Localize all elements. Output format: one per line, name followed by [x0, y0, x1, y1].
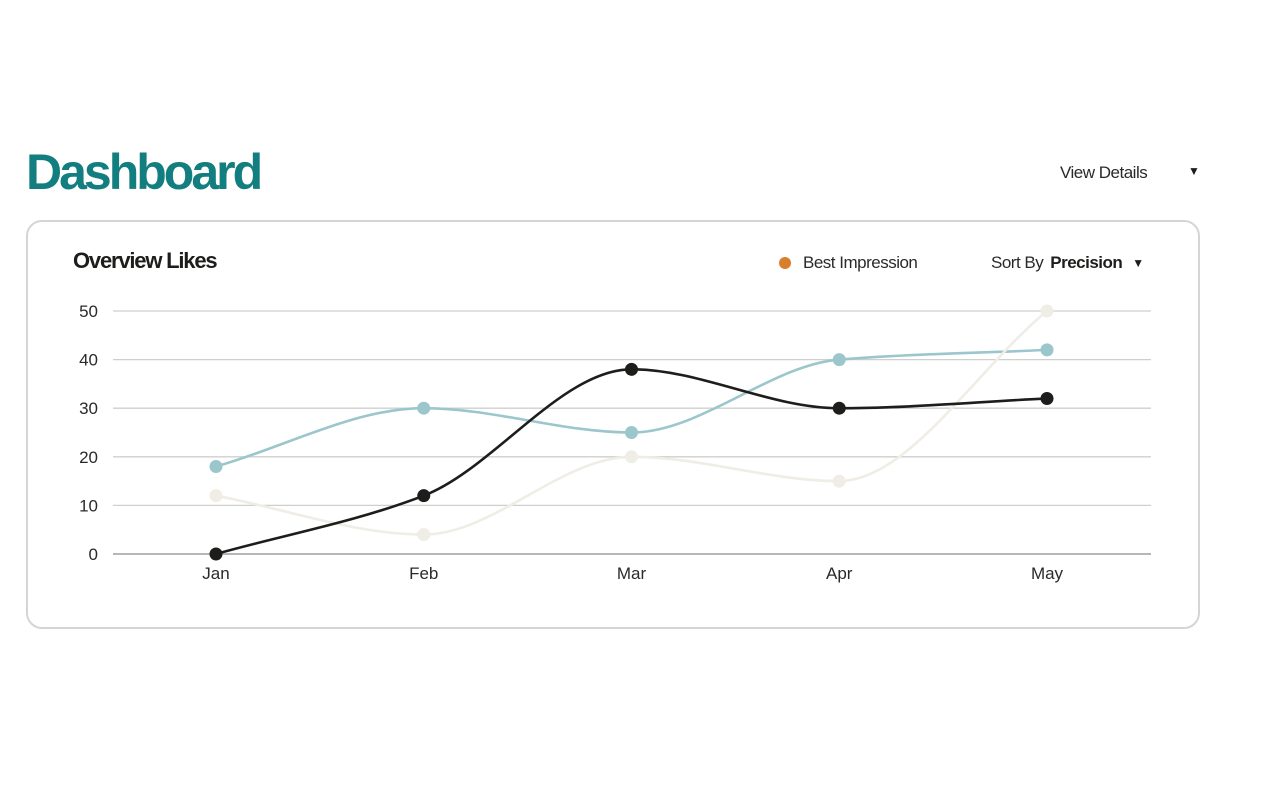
y-tick-label: 30 [79, 399, 98, 418]
series-1-point [625, 426, 638, 439]
card-title: Overview Likes [73, 248, 218, 273]
series-3-point [832, 401, 846, 415]
sort-by-dropdown[interactable]: Sort By Precision ▼ [991, 253, 1144, 273]
series-3-point [209, 547, 223, 561]
x-tick-label: Apr [826, 564, 853, 583]
chart-legend: Best Impression [779, 253, 918, 273]
y-tick-label: 0 [89, 545, 98, 564]
line-chart: 0 10 20 30 40 50 Jan Feb Mar Apr May [79, 302, 1151, 583]
caret-down-icon: ▼ [1188, 164, 1200, 178]
legend-dot-icon [779, 257, 791, 269]
x-tick-label: Jan [202, 564, 229, 583]
series-3-point [625, 362, 638, 376]
series-2-point [832, 474, 846, 488]
page-title: Dashboard [26, 144, 263, 200]
y-tick-label: 50 [79, 302, 98, 321]
sort-by-label: Sort By [991, 253, 1044, 272]
series-1-point [209, 460, 223, 474]
series-3-point [417, 489, 431, 503]
x-tick-label: May [1031, 564, 1064, 583]
y-tick-label: 40 [79, 351, 98, 370]
series-1-point [417, 401, 431, 415]
series-2-point [417, 528, 431, 542]
series-1-point [1040, 343, 1054, 357]
x-tick-label: Feb [409, 564, 438, 583]
view-details-label: View Details [1060, 163, 1148, 182]
sort-by-value: Precision [1050, 253, 1123, 272]
view-details-dropdown[interactable]: View Details ▼ [1060, 160, 1210, 186]
x-tick-label: Mar [617, 564, 647, 583]
y-tick-label: 10 [79, 496, 98, 515]
series-3-point [1040, 391, 1054, 405]
y-tick-label: 20 [79, 448, 98, 467]
series-2-point [209, 489, 223, 503]
overview-likes-card: Overview Likes Best Impression Sort By P… [26, 220, 1200, 629]
series-2-point [625, 450, 638, 464]
series-2-point [1040, 304, 1054, 318]
series-1-point [832, 353, 846, 367]
caret-down-icon: ▼ [1132, 256, 1145, 270]
legend-label: Best Impression [803, 253, 918, 272]
